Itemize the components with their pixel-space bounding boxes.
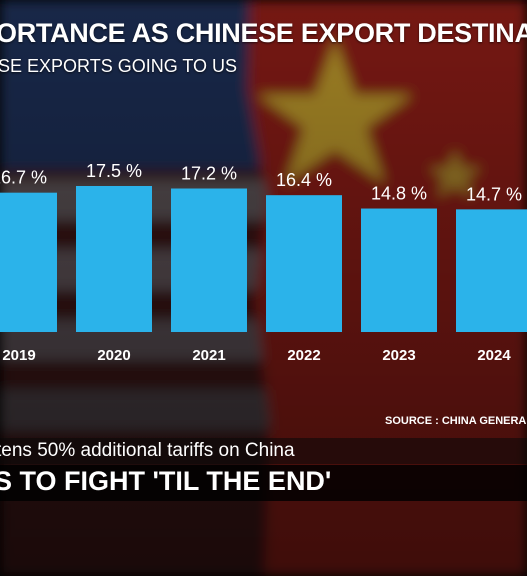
x-tick-2022: 2022: [287, 347, 320, 364]
bar-2020: [76, 186, 152, 332]
bar-2024: [456, 209, 527, 332]
news-headline: S TO FIGHT 'TIL THE END': [0, 466, 331, 497]
bar-2023: [361, 209, 437, 332]
bar-2021: [171, 189, 247, 332]
data-label-2022: 16.4 %: [276, 170, 332, 190]
x-tick-2021: 2021: [192, 347, 225, 364]
data-label-2021: 17.2 %: [181, 164, 237, 184]
data-label-2020: 17.5 %: [86, 161, 142, 181]
bar-2019: [0, 193, 57, 332]
x-tick-2024: 2024: [477, 347, 511, 364]
news-ticker-line: tens 50% additional tariffs on China: [0, 440, 295, 462]
data-label-2019: 16.7 %: [0, 168, 47, 188]
x-tick-2020: 2020: [97, 347, 130, 364]
x-tick-2023: 2023: [382, 347, 415, 364]
data-label-2023: 14.8 %: [371, 184, 427, 204]
data-label-2024: 14.7 %: [466, 184, 522, 204]
x-tick-2019: 2019: [2, 347, 35, 364]
source-note: SOURCE : CHINA GENERA: [385, 415, 526, 427]
bar-2022: [266, 195, 342, 332]
